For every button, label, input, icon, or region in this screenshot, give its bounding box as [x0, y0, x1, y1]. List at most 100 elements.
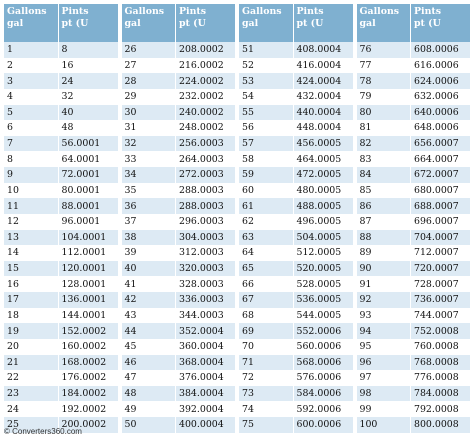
pints-cell: 632.0006 — [410, 88, 470, 105]
table-row: 86 688.0007 — [356, 198, 470, 214]
pints-cell: 88.0001 — [58, 198, 118, 214]
gallons-header-label: Gallons — [7, 6, 47, 17]
pints-header: Pints pt (U — [175, 4, 235, 42]
pints-cell: 760.0008 — [410, 338, 470, 355]
table-row: 5 40 — [4, 104, 118, 121]
table-row: 8 64.0001 — [4, 151, 118, 167]
gallons-cell: 65 — [239, 260, 294, 277]
pints-cell: 184.0002 — [58, 385, 118, 402]
table-row: 54 432.0004 — [239, 88, 353, 105]
conversion-table: Gallons gal Pints pt (U 76 608.0006 77 616.0006… — [356, 4, 470, 433]
gallons-cell: 78 — [356, 73, 411, 89]
table-row: 94 752.0008 — [356, 323, 470, 339]
copyright-footer: © Converters360.com — [4, 427, 82, 436]
pints-cell: 456.0005 — [293, 135, 353, 152]
pints-cell: 144.0001 — [58, 307, 118, 324]
pints-cell: 600.0006 — [293, 417, 353, 433]
gallons-cell: 67 — [239, 292, 294, 308]
table-row: 62 496.0005 — [239, 213, 353, 230]
gallons-cell: 29 — [121, 88, 176, 105]
table-row: 37 296.0003 — [121, 213, 235, 230]
gallons-cell: 46 — [121, 354, 176, 371]
gallons-cell: 68 — [239, 307, 294, 324]
table-row: 25 200.0002 — [4, 417, 118, 433]
gallons-cell: 54 — [239, 88, 294, 105]
pints-header-unit: pt (U — [61, 18, 89, 29]
pints-cell: 80.0001 — [58, 182, 118, 199]
gallons-cell: 96 — [356, 354, 411, 371]
table-row: 19 152.0002 — [4, 323, 118, 339]
pints-cell: 336.0003 — [175, 292, 235, 308]
pints-cell: 48 — [58, 120, 118, 136]
gallons-cell: 2 — [4, 57, 59, 74]
table-row: 23 184.0002 — [4, 385, 118, 402]
pints-cell: 392.0004 — [175, 401, 235, 417]
conversion-table: Gallons gal Pints pt (U 51 408.0004 52 416.0004… — [239, 4, 353, 433]
gallons-cell: 61 — [239, 198, 294, 214]
gallons-cell: 93 — [356, 307, 411, 324]
gallons-cell: 25 — [4, 417, 59, 433]
pints-cell: 400.0004 — [175, 417, 235, 433]
gallons-header-label: Gallons — [359, 6, 400, 17]
table-row: 99 792.0008 — [356, 401, 470, 417]
table-row: 68 544.0005 — [239, 307, 353, 324]
table-row: 85 680.0007 — [356, 182, 470, 199]
gallons-cell: 66 — [239, 276, 294, 292]
gallons-cell: 4 — [4, 88, 59, 105]
gallons-cell: 16 — [4, 276, 59, 292]
gallons-cell: 35 — [121, 182, 176, 199]
pints-cell: 464.0005 — [293, 151, 353, 167]
table-row: 90 720.0007 — [356, 260, 470, 277]
pints-cell: 176.0002 — [58, 370, 118, 386]
gallons-cell: 9 — [4, 167, 59, 183]
pints-cell: 288.0003 — [175, 182, 235, 199]
gallons-header: Gallons gal — [239, 4, 294, 42]
table-row: 10 80.0001 — [4, 182, 118, 199]
table-row: 6 48 — [4, 120, 118, 136]
gallons-cell: 73 — [239, 385, 294, 402]
pints-cell: 576.0006 — [293, 370, 353, 386]
pints-cell: 656.0007 — [410, 135, 470, 152]
pints-cell: 568.0006 — [293, 354, 353, 371]
gallons-header-unit: gal — [124, 18, 141, 29]
gallons-cell: 64 — [239, 245, 294, 261]
pints-cell: 128.0001 — [58, 276, 118, 292]
table-row: 2 16 — [4, 57, 118, 74]
table-row: 72 576.0006 — [239, 370, 353, 386]
gallons-cell: 8 — [4, 151, 59, 167]
table-row: 77 616.0006 — [356, 57, 470, 74]
gallons-cell: 28 — [121, 73, 176, 89]
gallons-cell: 7 — [4, 135, 59, 152]
pints-cell: 624.0006 — [410, 73, 470, 89]
table-row: 26 208.0002 — [121, 42, 235, 58]
pints-cell: 208.0002 — [175, 42, 235, 58]
pints-cell: 384.0004 — [175, 385, 235, 402]
header-row: Gallons gal Pints pt (U — [121, 4, 235, 42]
pints-header: Pints pt (U — [293, 4, 353, 42]
table-row: 41 328.0003 — [121, 276, 235, 292]
gallons-cell: 53 — [239, 73, 294, 89]
table-row: 18 144.0001 — [4, 307, 118, 324]
gallons-cell: 84 — [356, 167, 411, 183]
gallons-cell: 36 — [121, 198, 176, 214]
table-row: 36 288.0003 — [121, 198, 235, 214]
gallons-cell: 3 — [4, 73, 59, 89]
pints-cell: 712.0007 — [410, 245, 470, 261]
pints-cell: 320.0003 — [175, 260, 235, 277]
gallons-cell: 98 — [356, 385, 411, 402]
gallons-cell: 56 — [239, 120, 294, 136]
pints-cell: 152.0002 — [58, 323, 118, 339]
gallons-header-label: Gallons — [242, 6, 282, 17]
table-row: 21 168.0002 — [4, 354, 118, 371]
conversion-tables: Gallons gal Pints pt (U 1 8 2 16 3 24 4 32 5 40 6 48 7 56… — [4, 4, 470, 433]
pints-cell: 16 — [58, 57, 118, 74]
pints-cell: 240.0002 — [175, 104, 235, 121]
table-row: 43 344.0003 — [121, 307, 235, 324]
gallons-cell: 57 — [239, 135, 294, 152]
gallons-cell: 23 — [4, 385, 59, 402]
pints-cell: 368.0004 — [175, 354, 235, 371]
pints-cell: 664.0007 — [410, 151, 470, 167]
pints-cell: 104.0001 — [58, 229, 118, 246]
gallons-cell: 49 — [121, 401, 176, 417]
gallons-header: Gallons gal — [121, 4, 176, 42]
